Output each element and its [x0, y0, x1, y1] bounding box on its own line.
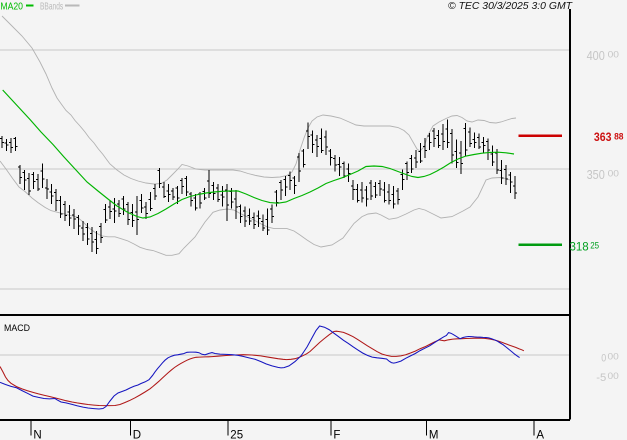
- svg-text:M: M: [429, 429, 439, 440]
- svg-text:00: 00: [608, 49, 619, 60]
- svg-text:88: 88: [614, 132, 623, 143]
- svg-text:400: 400: [587, 48, 605, 63]
- svg-text:MA20: MA20: [0, 0, 23, 12]
- svg-text:-5: -5: [596, 372, 606, 384]
- svg-text:00: 00: [608, 371, 619, 381]
- svg-text:363: 363: [594, 130, 612, 144]
- svg-text:A: A: [536, 429, 544, 440]
- svg-text:350: 350: [587, 167, 605, 182]
- svg-text:25: 25: [590, 241, 599, 252]
- svg-text:318: 318: [570, 239, 590, 253]
- svg-text:F: F: [333, 429, 340, 440]
- svg-text:0: 0: [601, 353, 606, 365]
- svg-text:N: N: [33, 429, 41, 440]
- svg-text:BBands: BBands: [40, 0, 63, 12]
- svg-text:00: 00: [608, 168, 619, 179]
- svg-text:D: D: [133, 429, 141, 440]
- svg-text:25: 25: [230, 429, 243, 440]
- svg-text:MACD: MACD: [4, 323, 30, 334]
- svg-text:© TEC 30/3/2025 3:0 GMT: © TEC 30/3/2025 3:0 GMT: [448, 0, 574, 12]
- svg-text:00: 00: [608, 352, 619, 362]
